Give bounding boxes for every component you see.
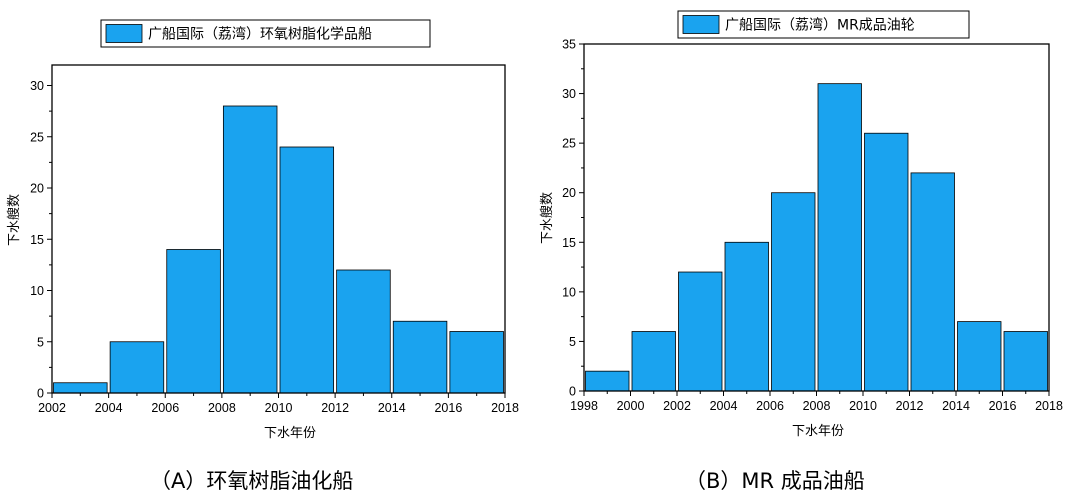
chart-b-x-tick-label-2012: 2012 xyxy=(896,399,924,413)
chart-a-x-tick-label-2012: 2012 xyxy=(321,401,349,415)
chart-b-x-tick-label-2016: 2016 xyxy=(989,399,1017,413)
chart-b-y-tick-label-25: 25 xyxy=(562,137,576,151)
chart-a-y-tick-label-15: 15 xyxy=(30,233,44,247)
chart-b-bar-2016-2018 xyxy=(1003,331,1048,392)
chart-b-bar-2002-2004 xyxy=(678,271,723,392)
chart-a-x-tick-label-2006: 2006 xyxy=(151,401,179,415)
chart-b-bar-2000-2002 xyxy=(631,331,676,392)
chart-a-y-tick-label-0: 0 xyxy=(37,387,44,401)
chart-a-y-tick-label-10: 10 xyxy=(30,284,44,298)
chart-b-x-tick-label-2000: 2000 xyxy=(617,399,645,413)
chart-b-legend-label: 广船国际（荔湾）MR成品油轮 xyxy=(725,17,915,34)
chart-b-legend-swatch xyxy=(682,15,720,34)
chart-a-x-tick-label-2014: 2014 xyxy=(378,401,406,415)
chart-b-bar-2004-2006 xyxy=(724,241,769,392)
chart-a-ship-launches-epoxy-chemical-tankers: 2002 2004 2006 2008 2010 2012 2014 2016 2018 0 5 10… xyxy=(6,19,519,441)
chart-b-y-tick-label-0: 0 xyxy=(569,385,576,399)
chart-b-x-tick-label-2004: 2004 xyxy=(710,399,738,413)
chart-a-x-axis-label: 下水年份 xyxy=(264,426,316,441)
chart-a-bar-2014-2016 xyxy=(392,320,448,394)
chart-b-bar-2014-2016 xyxy=(957,321,1002,392)
chart-a-y-tick-label-20: 20 xyxy=(30,182,44,196)
chart-a-bar-2004-2006 xyxy=(109,341,165,394)
chart-b-y-tick-label-30: 30 xyxy=(562,87,576,101)
caption-a: （A）环氧树脂油化船 xyxy=(150,469,354,493)
chart-b-bar-1998-2000 xyxy=(585,370,630,392)
chart-a-bar-2002-2004 xyxy=(53,382,108,394)
chart-b-y-tick-label-35: 35 xyxy=(562,38,576,52)
chart-b-x-tick-label-2010: 2010 xyxy=(849,399,877,413)
chart-b-y-axis-label: 下水艘数 xyxy=(539,192,555,244)
caption-b: （B）MR 成品油船 xyxy=(685,469,865,493)
chart-b-ship-launches-mr-product-tankers: 1998 2000 2002 2004 2006 2008 2010 2012 2014 2016… xyxy=(539,10,1063,439)
chart-a-bar-2008-2010 xyxy=(222,105,278,394)
chart-a-bar-2016-2018 xyxy=(449,331,504,394)
chart-b-x-tick-label-2006: 2006 xyxy=(756,399,784,413)
chart-b-legend-box xyxy=(677,10,970,39)
chart-a-y-tick-label-25: 25 xyxy=(30,130,44,144)
chart-a-x-tick-label-2010: 2010 xyxy=(265,401,293,415)
chart-b-bar-2008-2010 xyxy=(817,83,862,392)
chart-a-y-tick-label-5: 5 xyxy=(37,335,44,349)
chart-b-x-tick-label-2018: 2018 xyxy=(1035,399,1063,413)
chart-b-x-tick-label-2002: 2002 xyxy=(663,399,691,413)
chart-b-y-tick-label-15: 15 xyxy=(562,236,576,250)
chart-b-bar-2010-2012 xyxy=(864,132,909,392)
chart-a-legend-swatch xyxy=(105,24,143,43)
chart-a-x-tick-label-2016: 2016 xyxy=(434,401,462,415)
chart-a-bar-2012-2014 xyxy=(336,269,391,394)
chart-b-y-tick-label-10: 10 xyxy=(562,285,576,299)
chart-a-legend-label: 广船国际（荔湾）环氧树脂化学品船 xyxy=(148,26,372,43)
chart-a-y-tick-label-30: 30 xyxy=(30,79,44,93)
chart-b-bar-2012-2014 xyxy=(910,172,955,392)
chart-a-bar-2006-2008 xyxy=(166,249,221,394)
chart-b-x-tick-label-2014: 2014 xyxy=(942,399,970,413)
chart-a-y-axis-label: 下水艘数 xyxy=(6,194,22,246)
chart-b-x-tick-label-2008: 2008 xyxy=(803,399,831,413)
chart-b-x-tick-label-1998: 1998 xyxy=(570,399,598,413)
chart-a-x-tick-label-2008: 2008 xyxy=(208,401,236,415)
chart-a-bar-2010-2012 xyxy=(279,146,335,394)
chart-b-y-tick-label-5: 5 xyxy=(569,335,576,349)
chart-a-legend-box xyxy=(100,19,431,48)
chart-a-x-tick-label-2002: 2002 xyxy=(38,401,66,415)
chart-a-x-tick-label-2004: 2004 xyxy=(95,401,123,415)
chart-a-x-tick-label-2018: 2018 xyxy=(491,401,519,415)
chart-b-x-axis-label: 下水年份 xyxy=(792,424,844,439)
chart-b-y-tick-label-20: 20 xyxy=(562,186,576,200)
chart-b-bar-2006-2008 xyxy=(771,192,816,392)
